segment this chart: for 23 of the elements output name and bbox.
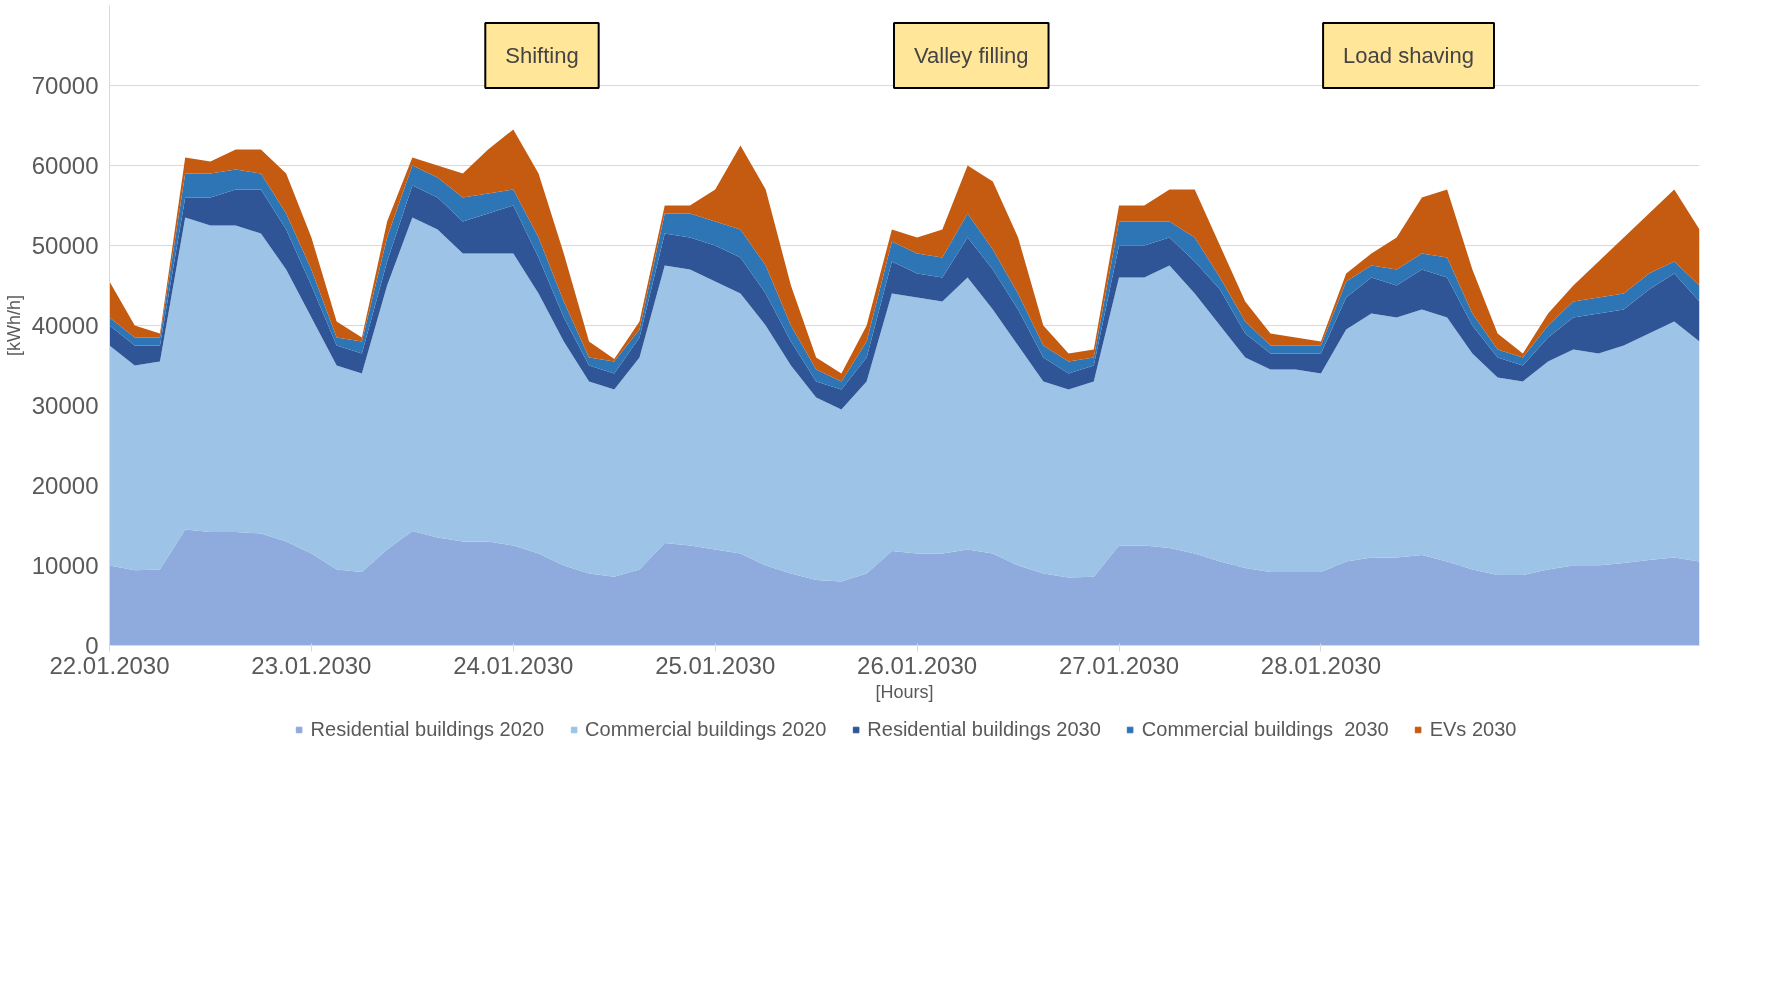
annotation: Shifting [505, 43, 579, 68]
y-tick-label: 60000 [31, 152, 99, 179]
y-tick-label: 50000 [31, 232, 99, 259]
x-axis-title: [Hours] [875, 681, 934, 702]
y-tick-label: 10000 [31, 552, 99, 579]
annotation: Valley filling [914, 43, 1029, 68]
y-tick-label: 30000 [31, 392, 99, 419]
legend-label: Residential buildings 2030 [867, 717, 1101, 741]
y-tick-label: 70000 [31, 72, 99, 99]
legend-label: EVs 2030 [1429, 717, 1517, 741]
x-tick-label: 25.01.2030 [655, 651, 776, 679]
legend-label: Residential buildings 2020 [310, 717, 545, 741]
x-tick-label: 27.01.2030 [1058, 651, 1180, 679]
y-tick-label: 40000 [31, 312, 99, 339]
legend-label: Commercial buildings 2030 [1141, 717, 1389, 741]
legend-label: Commercial buildings 2020 [585, 717, 827, 741]
x-tick-label: 24.01.2030 [453, 651, 574, 679]
x-tick-label: 28.01.2030 [1260, 651, 1381, 679]
y-tick-label: 20000 [31, 472, 99, 499]
y-axis-title: [kWh/h] [3, 294, 24, 357]
x-tick-label: 23.01.2030 [251, 651, 372, 679]
annotation: Load shaving [1343, 43, 1474, 68]
x-tick-label: 26.01.2030 [857, 651, 978, 679]
